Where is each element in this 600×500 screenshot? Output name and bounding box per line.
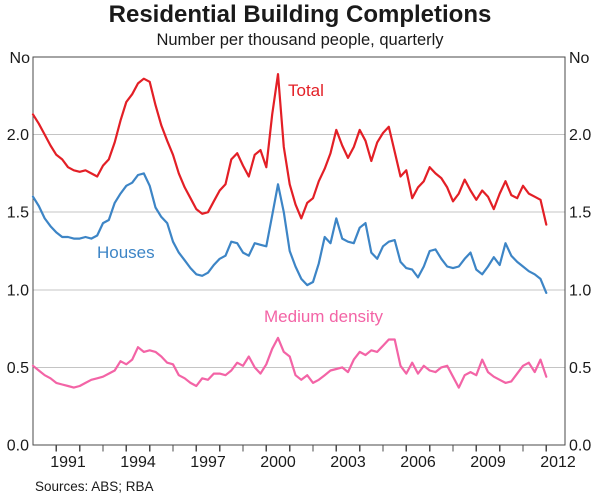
y-tick-label-right: 0.5 xyxy=(569,360,591,377)
x-tick-label: 1997 xyxy=(190,454,226,471)
series-label-total: Total xyxy=(288,81,324,100)
x-tick-label: 2000 xyxy=(260,454,296,471)
y-axis-unit-left: No xyxy=(9,50,30,67)
x-tick-label: 2012 xyxy=(540,454,576,471)
y-axis-unit-right: No xyxy=(569,50,590,67)
y-tick-label-right: 0.0 xyxy=(569,438,591,455)
y-tick-label-right: 1.5 xyxy=(569,205,591,222)
x-tick-label: 1991 xyxy=(50,454,86,471)
series-line-total xyxy=(31,72,548,226)
y-tick-label-left: 2.0 xyxy=(7,127,29,144)
y-tick-label-left: 0.5 xyxy=(7,360,29,377)
y-tick-label-left: 1.5 xyxy=(7,205,29,222)
y-tick-label-right: 2.0 xyxy=(569,127,591,144)
plot-border xyxy=(32,56,566,446)
x-tick-label: 2009 xyxy=(470,454,506,471)
x-tick-label: 2006 xyxy=(400,454,436,471)
series-label-medium-density: Medium density xyxy=(264,307,384,326)
series-label-houses: Houses xyxy=(97,243,155,262)
y-tick-label-right: 1.0 xyxy=(569,282,591,299)
series-line-medium-density xyxy=(31,336,548,389)
y-tick-label-left: 0.0 xyxy=(7,438,29,455)
y-tick-label-left: 1.0 xyxy=(7,282,29,299)
x-tick-label: 2003 xyxy=(330,454,366,471)
x-tick-label: 1994 xyxy=(120,454,156,471)
chart-title: Residential Building Completions xyxy=(108,1,492,28)
sources-note: Sources: ABS; RBA xyxy=(35,479,154,494)
chart-subtitle: Number per thousand people, quarterly xyxy=(156,31,444,49)
series-line-houses xyxy=(31,172,548,294)
